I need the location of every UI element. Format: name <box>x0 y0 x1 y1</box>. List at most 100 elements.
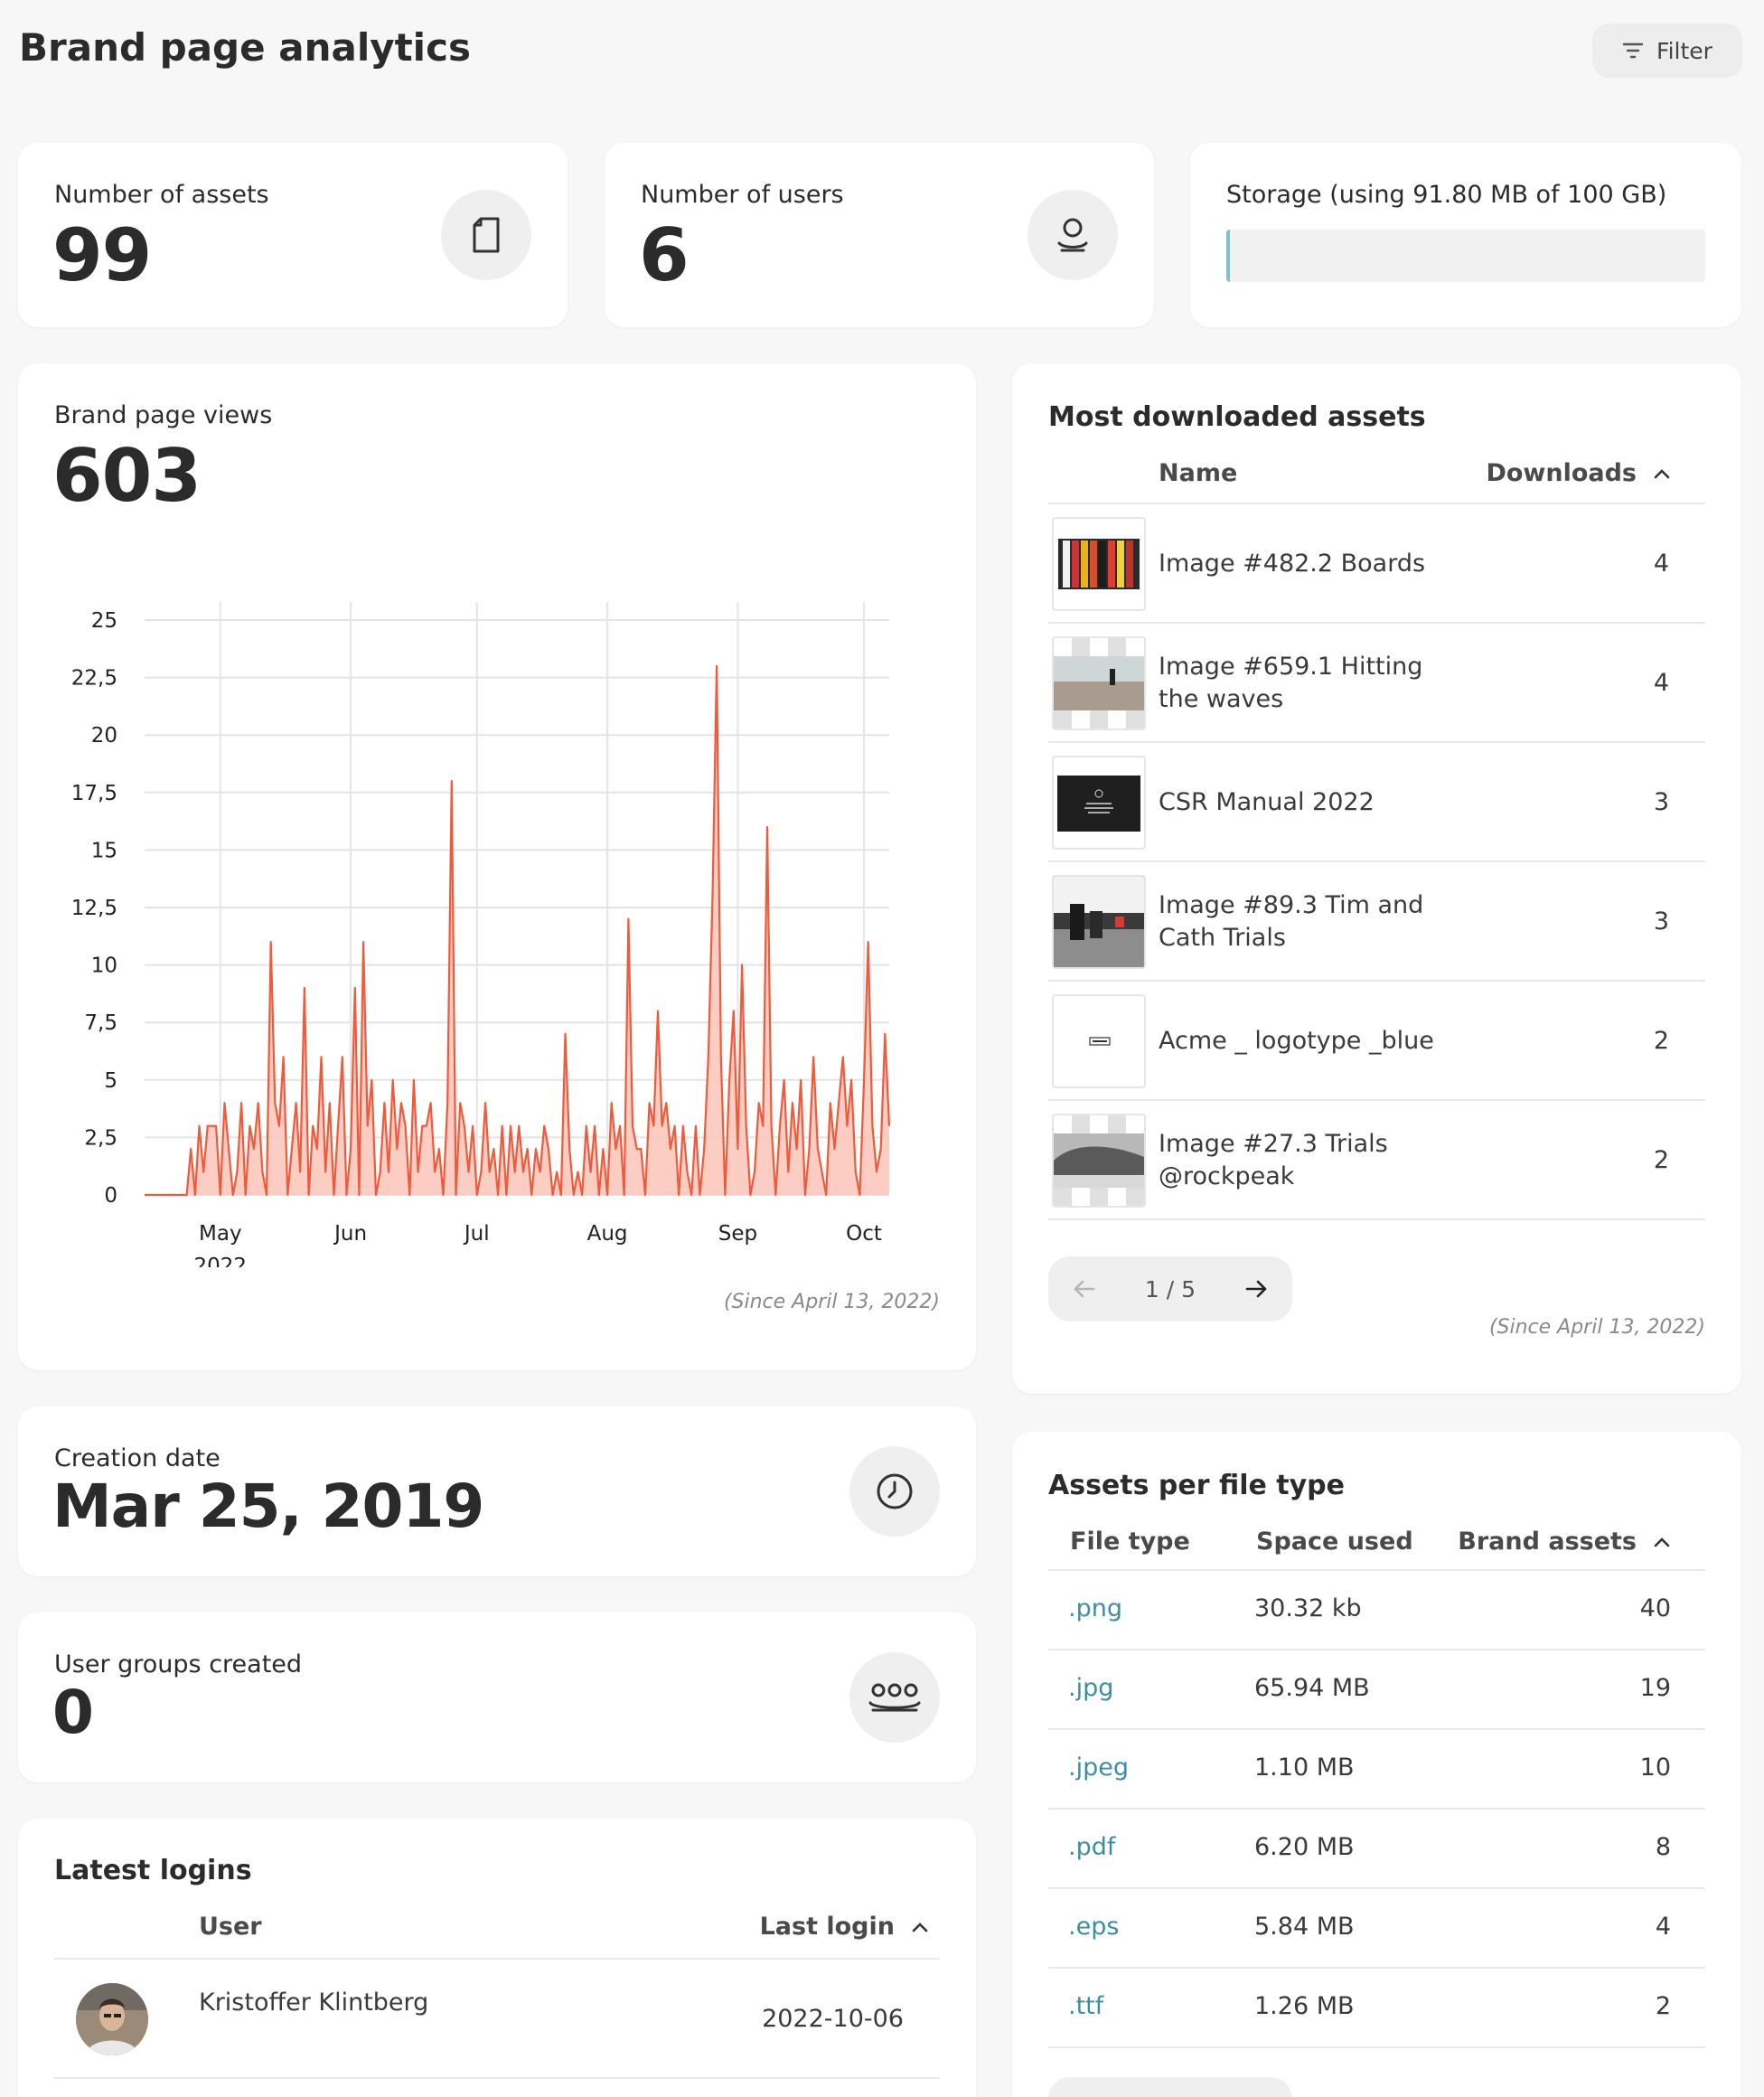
arrow-right-icon[interactable] <box>1243 1278 1269 1300</box>
asset-name: Image #482.2 Boards <box>1159 550 1426 578</box>
list-item[interactable]: Acme _ logotype _blue 2 <box>1048 982 1705 1101</box>
y-tick-label: 2,5 <box>84 1126 117 1150</box>
table-row[interactable]: .ttf 1.26 MB 2 <box>1012 1969 1741 2048</box>
creation-value: Mar 25, 2019 <box>52 1472 484 1541</box>
file-type-link[interactable]: .eps <box>1068 1913 1120 1941</box>
y-tick-label: 0 <box>104 1184 117 1208</box>
list-item[interactable]: Image #27.3 Trials @rockpeak 2 <box>1048 1101 1705 1220</box>
asset-name: Image #89.3 Tim and Cath Trials <box>1159 891 1424 952</box>
table-row[interactable]: .pdf 6.20 MB 8 <box>1012 1810 1741 1889</box>
asset-name: CSR Manual 2022 <box>1159 788 1375 816</box>
avatar <box>76 1983 148 2055</box>
y-tick-label: 15 <box>91 839 117 862</box>
downloads-col-downloads[interactable]: Downloads <box>1486 459 1671 487</box>
row-divider <box>1048 1649 1705 1650</box>
downloads-divider <box>1048 503 1705 504</box>
chevron-up-icon <box>912 1922 928 1932</box>
table-row[interactable]: .eps 5.84 MB 4 <box>1012 1889 1741 1969</box>
logins-col-last-login[interactable]: Last login <box>760 1913 929 1941</box>
list-item[interactable]: Image #482.2 Boards 4 <box>1048 504 1705 624</box>
row-divider <box>1048 1887 1705 1889</box>
file-type-link[interactable]: .ttf <box>1068 1992 1104 2020</box>
row-divider <box>1048 2046 1705 2048</box>
list-item[interactable]: CSR Manual 2022 3 <box>1048 743 1705 862</box>
users-value: 6 <box>639 213 690 297</box>
table-row[interactable]: .jpg 65.94 MB 19 <box>1012 1650 1741 1730</box>
file-count: 40 <box>1639 1594 1671 1622</box>
downloads-title: Most downloaded assets <box>1048 401 1426 433</box>
table-row[interactable]: .jpeg 1.10 MB 10 <box>1012 1730 1741 1810</box>
file-type-link[interactable]: .jpeg <box>1068 1754 1129 1782</box>
login-date: 2022-10-06 <box>762 2005 904 2033</box>
views-since: (Since April 13, 2022) <box>723 1291 940 1313</box>
file-space: 1.26 MB <box>1254 1992 1355 2020</box>
list-item[interactable]: Image #89.3 Tim and Cath Trials 3 <box>1048 862 1705 982</box>
views-line <box>145 664 891 1197</box>
file-space: 6.20 MB <box>1254 1833 1355 1861</box>
row-divider <box>1048 1808 1705 1810</box>
pagination: 1 / 5 <box>1048 1256 1292 1321</box>
file-space: 30.32 kb <box>1254 1594 1362 1622</box>
file-type-link[interactable]: .png <box>1068 1594 1122 1622</box>
downloads-since: (Since April 13, 2022) <box>1488 1316 1705 1339</box>
asset-thumbnail <box>1052 875 1146 969</box>
x-tick-label: Aug <box>587 1222 628 1246</box>
asset-thumbnail <box>1052 1114 1146 1208</box>
filter-icon <box>1622 42 1644 59</box>
asset-thumbnail <box>1052 517 1146 611</box>
file-count: 10 <box>1639 1754 1671 1782</box>
row-divider <box>1048 1728 1705 1730</box>
filter-label: Filter <box>1656 37 1712 64</box>
y-tick-label: 20 <box>91 724 117 748</box>
x-tick-label: Jul <box>463 1222 490 1246</box>
filetypes-col-type[interactable]: File type <box>1070 1528 1190 1556</box>
logins-title: Latest logins <box>54 1855 252 1886</box>
row-divider <box>1048 980 1705 982</box>
table-row[interactable]: Kristoffer Klintberg 2022-10-06 <box>54 1960 940 2077</box>
filter-button[interactable]: Filter <box>1592 24 1742 78</box>
user-groups-icon-circle <box>849 1652 940 1743</box>
file-type-link[interactable]: .pdf <box>1068 1833 1116 1861</box>
row-divider <box>1048 741 1705 743</box>
row-divider <box>1048 622 1705 624</box>
filetypes-col-assets[interactable]: Brand assets <box>1458 1528 1671 1556</box>
row-divider <box>1048 1218 1705 1220</box>
assets-icon-circle <box>441 190 531 280</box>
storage-label: Storage (using 91.80 MB of 100 GB) <box>1226 181 1667 209</box>
filetypes-col-space[interactable]: Space used <box>1256 1528 1413 1556</box>
asset-downloads: 2 <box>1653 1027 1669 1055</box>
logins-col-user[interactable]: User <box>199 1913 262 1941</box>
views-label: Brand page views <box>54 401 273 429</box>
clock-icon <box>877 1473 913 1509</box>
creation-label: Creation date <box>54 1444 220 1472</box>
user-icon <box>1057 218 1088 252</box>
list-item[interactable]: Image #659.1 Hitting the waves 4 <box>1048 624 1705 743</box>
views-card: Brand page views 603 25 22,5 20 17,5 15 12,5 1… <box>18 363 976 1370</box>
asset-downloads: 4 <box>1653 669 1669 697</box>
asset-downloads: 3 <box>1653 788 1669 816</box>
storage-bar-fill <box>1226 230 1230 282</box>
file-space: 1.10 MB <box>1254 1754 1355 1782</box>
y-tick-label: 17,5 <box>71 782 117 805</box>
file-count: 4 <box>1655 1913 1671 1941</box>
views-area <box>145 665 889 1195</box>
users-group-icon <box>868 1683 921 1712</box>
downloads-col-downloads-label: Downloads <box>1486 459 1637 487</box>
file-type-link[interactable]: .jpg <box>1068 1674 1114 1702</box>
asset-thumbnail <box>1052 636 1146 730</box>
x-tick-label: Oct <box>846 1222 882 1246</box>
users-label: Number of users <box>641 181 844 209</box>
file-count: 19 <box>1639 1674 1671 1702</box>
filetypes-col-assets-label: Brand assets <box>1458 1528 1637 1556</box>
arrow-left-icon[interactable] <box>1072 1278 1097 1300</box>
asset-downloads: 4 <box>1653 550 1669 578</box>
y-tick-label: 5 <box>104 1069 117 1093</box>
assets-value: 99 <box>52 213 152 297</box>
asset-name: Acme _ logotype _blue <box>1159 1027 1434 1055</box>
table-row[interactable]: .png 30.32 kb 40 <box>1012 1571 1741 1650</box>
downloads-col-name[interactable]: Name <box>1159 459 1238 487</box>
asset-downloads: 3 <box>1653 907 1669 936</box>
asset-downloads: 2 <box>1653 1146 1669 1174</box>
x-tick-label: May <box>199 1222 242 1246</box>
views-value: 603 <box>52 434 202 518</box>
